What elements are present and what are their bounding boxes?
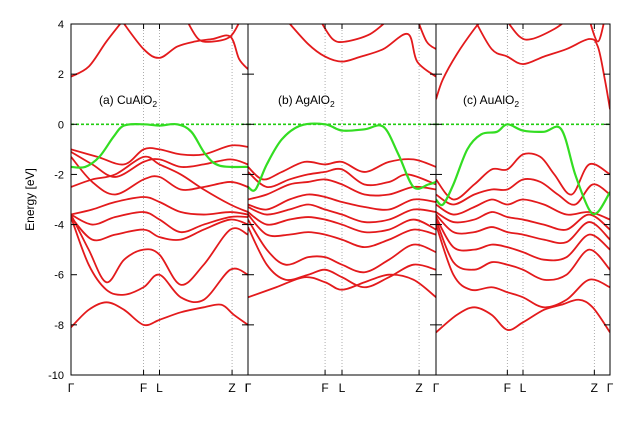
x-tick-label: F (504, 381, 511, 395)
band-line (321, 24, 385, 44)
band-line (589, 24, 605, 43)
x-tick-label-end: Γ (245, 381, 252, 395)
highlight-band-line (436, 123, 610, 216)
x-tick-label: L (520, 381, 527, 395)
panel-label-subscript: 2 (152, 99, 157, 109)
band-line (71, 155, 248, 213)
band-lines (71, 24, 610, 334)
x-tick-label-end: Γ (607, 381, 614, 395)
band-line (436, 216, 610, 262)
panel-bands (248, 24, 436, 299)
x-tick-label: Z (228, 381, 235, 395)
band-line (71, 24, 122, 78)
panel-label: (b) AgAlO2 (278, 93, 335, 109)
band-line (71, 216, 248, 242)
band-line (71, 214, 248, 286)
x-tick-label: Γ (433, 381, 440, 395)
band-line (248, 273, 436, 299)
x-tick-label: Γ (68, 381, 75, 395)
x-tick-label: L (339, 381, 346, 395)
x-tick-label: Γ (245, 381, 252, 395)
highlight-band-line (248, 122, 436, 192)
band-line (71, 144, 248, 166)
band-line (248, 226, 436, 289)
band-line (248, 219, 436, 274)
band-line (436, 198, 610, 221)
band-line (436, 24, 480, 100)
band-line (248, 178, 436, 201)
panel-label-subscript: 2 (330, 99, 335, 109)
band-line (475, 24, 610, 110)
band-line (187, 24, 240, 43)
y-tick-label: -4 (54, 220, 64, 232)
band-line (71, 156, 248, 196)
y-tick-label: 2 (58, 69, 64, 81)
band-line (71, 151, 248, 178)
band-line (248, 193, 436, 211)
band-line (436, 298, 610, 334)
y-tick-label: -8 (54, 320, 64, 332)
band-line (436, 224, 610, 309)
band-line (71, 301, 248, 328)
y-tick-label: 4 (58, 19, 64, 31)
panel-label: (c) AuAlO2 (463, 93, 519, 109)
y-tick-label: -10 (48, 370, 64, 382)
x-tick-label: F (321, 381, 328, 395)
band-line (288, 24, 436, 78)
x-tick-label: Z (591, 381, 598, 395)
panel-bands (71, 24, 248, 328)
panel-label-subscript: 2 (514, 99, 519, 109)
band-line (436, 152, 610, 201)
band-line (248, 213, 436, 249)
y-tick-label: -2 (54, 169, 64, 181)
x-tick-label: L (156, 381, 163, 395)
panel-bands (436, 24, 610, 334)
panel-frame (247, 23, 437, 376)
band-line (71, 196, 248, 216)
x-tick-label: Z (415, 381, 422, 395)
y-tick-label: 0 (58, 119, 64, 131)
highlight-band-line (71, 122, 248, 169)
band-line (508, 24, 564, 41)
band-line (71, 211, 248, 234)
x-tick-label: F (140, 381, 147, 395)
band-line (248, 203, 436, 224)
y-tick-label: -6 (54, 270, 64, 282)
panel-label: (a) CuAlO2 (99, 93, 157, 109)
band-line (436, 178, 610, 206)
axis-ticks (71, 23, 610, 376)
band-line (248, 211, 436, 234)
band-line (436, 211, 610, 231)
band-line (123, 24, 248, 70)
band-line (248, 167, 436, 188)
band-line (436, 213, 610, 245)
band-line (71, 216, 248, 304)
y-axis-label: Energy [eV] (23, 168, 37, 231)
band-line (436, 219, 610, 281)
